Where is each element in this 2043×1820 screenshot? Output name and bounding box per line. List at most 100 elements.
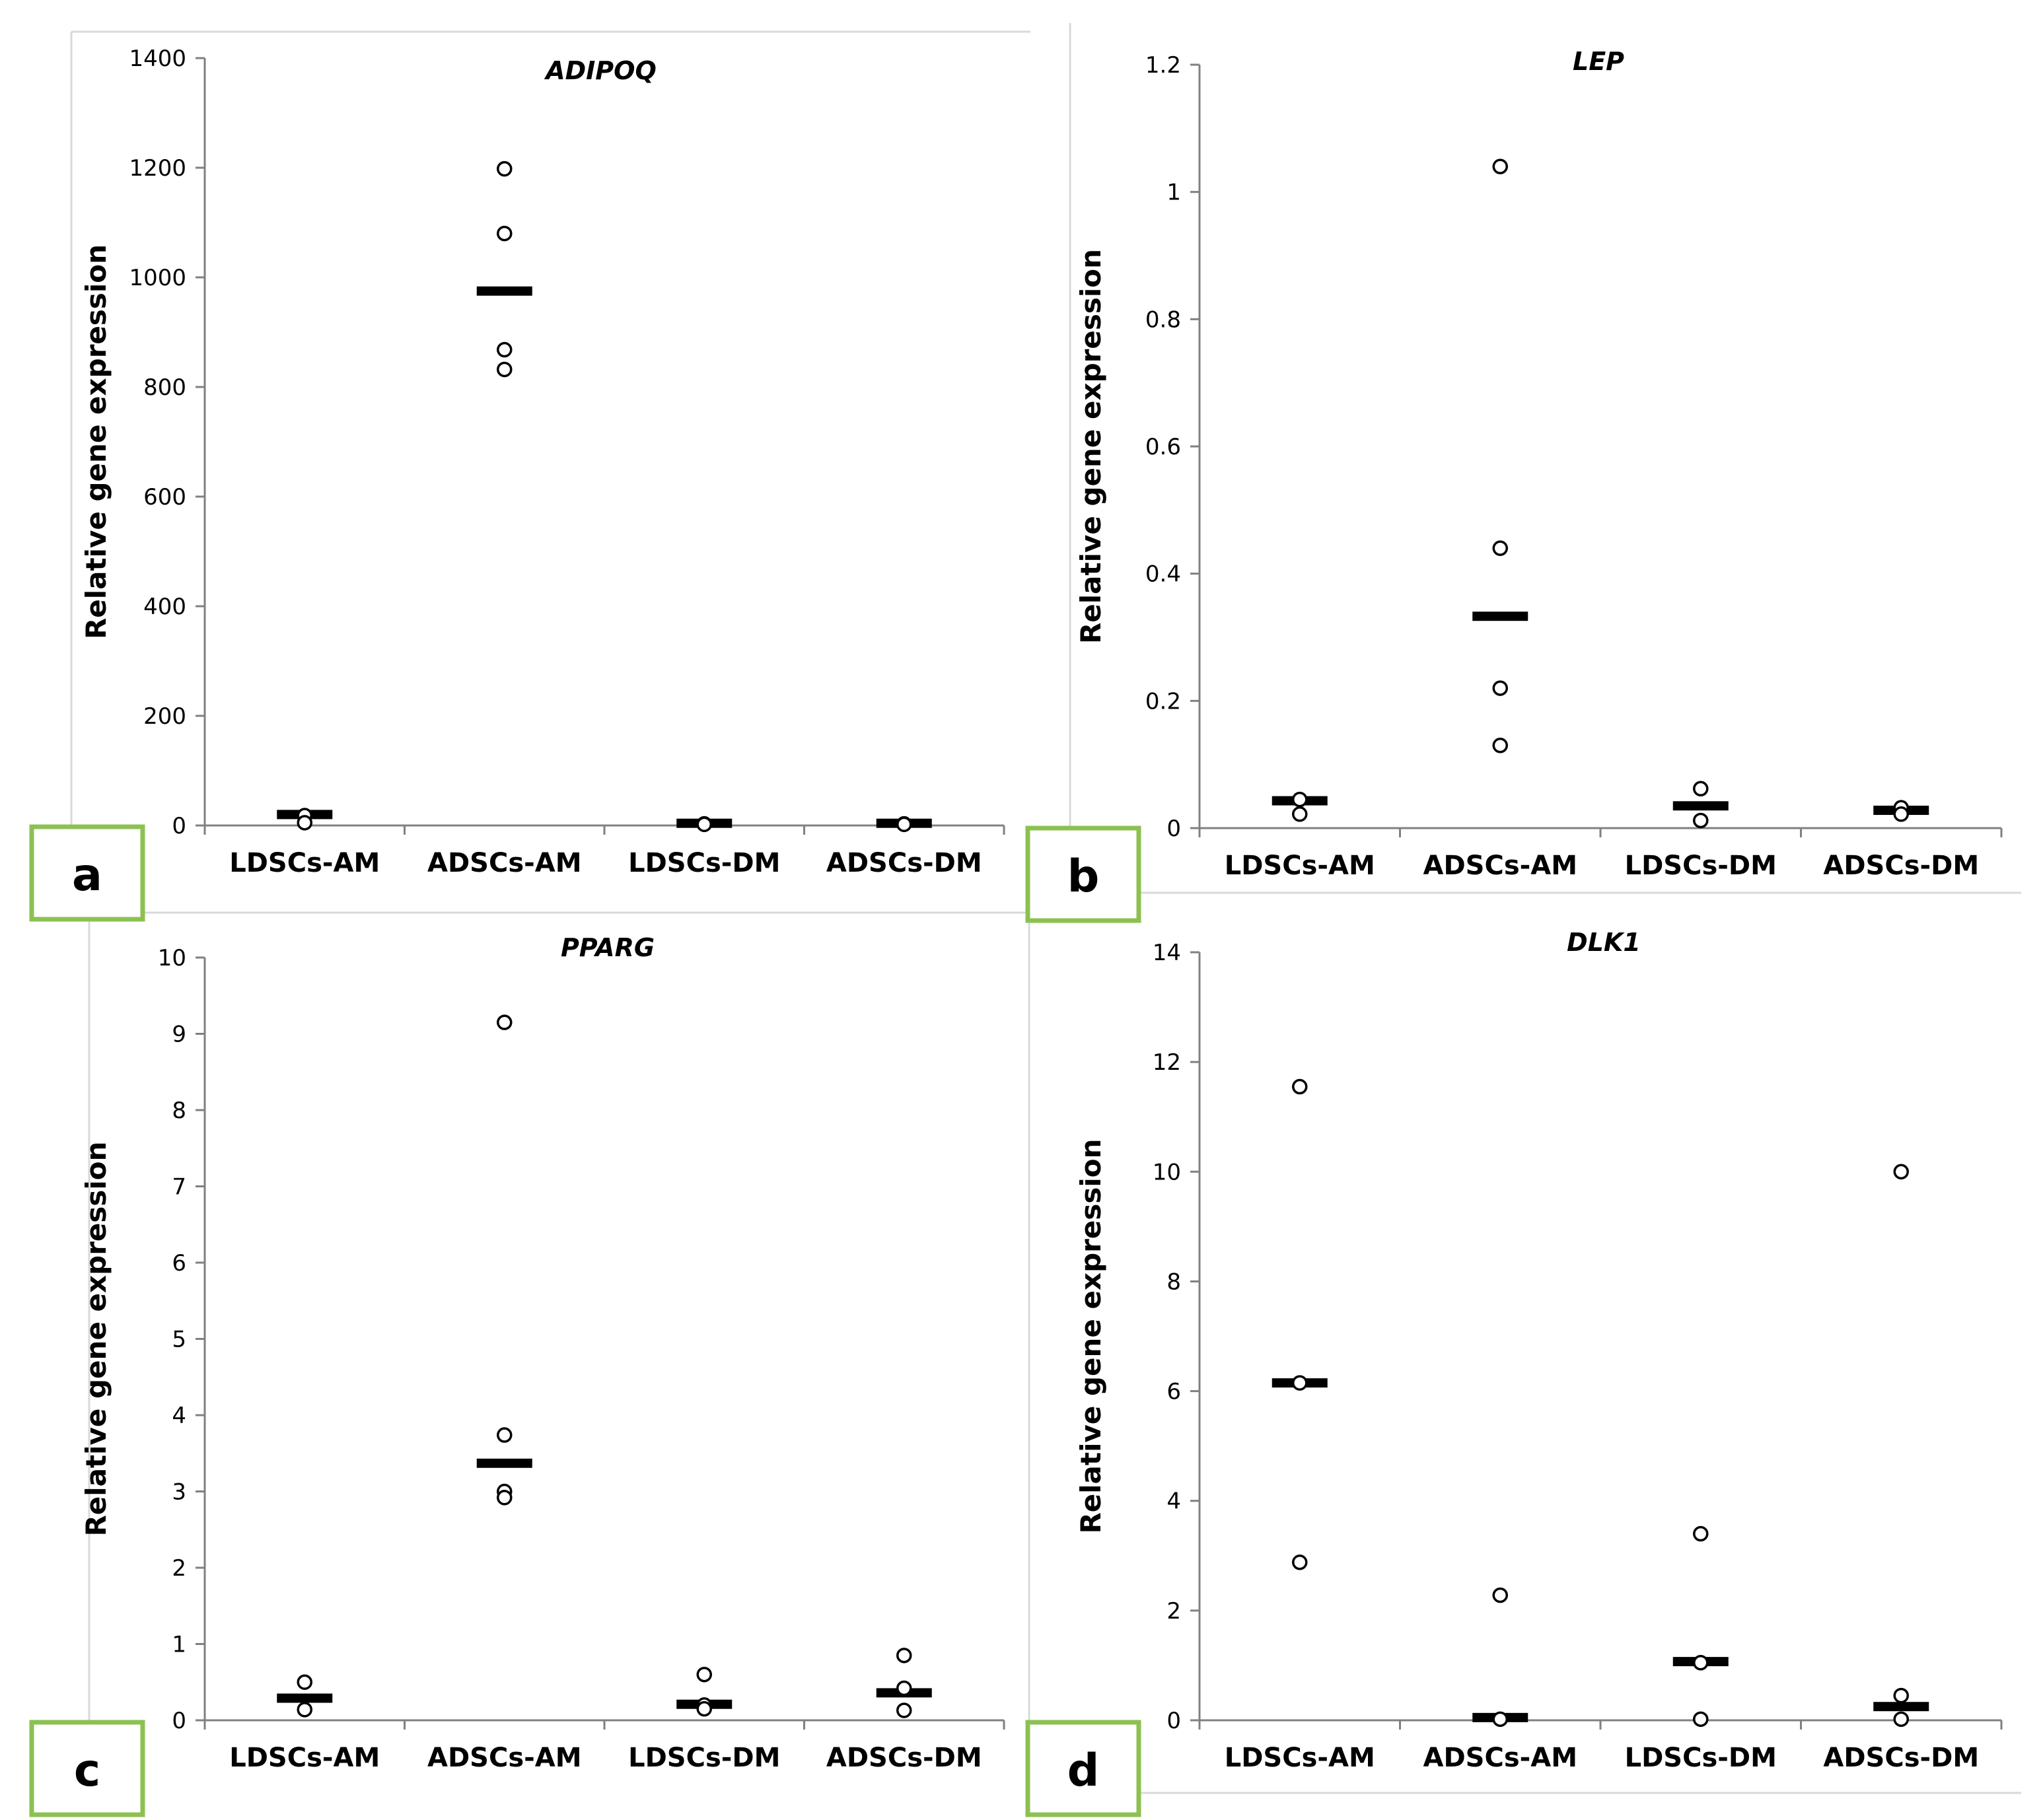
panel-letter: d (1067, 1745, 1100, 1797)
y-tick-label: 6 (1166, 1379, 1181, 1405)
chart-panel-a: 0 200 400 600 800 1000 1200 1400 LDSCs-AM ADSCs-A… (80, 46, 1005, 878)
y-tick-label: 1200 (129, 155, 186, 182)
y-tick-label: 0 (1166, 816, 1181, 842)
data-point (1893, 1687, 1909, 1704)
data-point (297, 815, 312, 831)
y-tick-label: 0.6 (1145, 434, 1181, 460)
chart-panel-b: 0 0.2 0.4 0.6 0.8 1 1.2 LDSCs-AM ADSCs-AM LDSCs-D… (1075, 47, 2003, 881)
x-tick-label: ADSCs-DM (826, 1743, 982, 1773)
x-tick-label: LDSCs-AM (229, 848, 380, 878)
x-tick-label: LDSCs-AM (1225, 1743, 1375, 1773)
data-point (1693, 1655, 1709, 1671)
panel-badge-box (29, 824, 145, 922)
charts-layer: 0 200 4 0 0 600 800 1000 1200 1400 LDSCs-AM ADSCs-A… (80, 46, 2003, 1773)
y-tick-label: 4 (172, 1403, 186, 1429)
data-point (1292, 1555, 1308, 1570)
chart-panel-d: 0 2 4 6 8 10 12 14 LDSCs-AM ADSCs-AM LDSCs-DM ADSCs… (1075, 928, 2003, 1773)
y-tick-label: 800 (143, 374, 186, 401)
chart-title: DLK1 (1567, 928, 1641, 957)
data-point (1492, 680, 1508, 696)
y-tick-label: 0.4 (1145, 561, 1181, 588)
y-tick-label: 8 (172, 1098, 186, 1124)
y-axis-label: Relative gene expression (80, 244, 112, 639)
x-tick-label: LDSCs-DM (1625, 851, 1777, 881)
data-point (1292, 1375, 1308, 1391)
y-tick-label: 14 (1153, 940, 1181, 966)
data-point (896, 816, 912, 833)
y-axis-label: Relative gene expression (1075, 249, 1107, 644)
data-point (1492, 1587, 1508, 1603)
y-axis-label: Relative gene expression (1075, 1138, 1107, 1533)
y-tick-label: 4 (1166, 1488, 1181, 1515)
y-tick-label: 6 (172, 1250, 186, 1277)
panel-badge-box (1025, 825, 1141, 923)
x-tick-label: LDSCs-AM (1225, 851, 1375, 881)
y-tick-label: 2 (172, 1555, 186, 1582)
data-point (497, 225, 513, 242)
median-bar (1672, 801, 1729, 811)
x-tick-label: LDSCs-DM (628, 848, 780, 878)
x-tick-label: LDSCs-AM (229, 1743, 380, 1773)
data-point (1492, 158, 1508, 174)
data-point (497, 160, 513, 177)
y-tick-label: 1.2 (1145, 52, 1181, 79)
data-point (497, 1014, 513, 1030)
data-point (1693, 781, 1709, 797)
x-tick-label: ADSCs-AM (427, 848, 582, 878)
y-tick-label: 5 (172, 1327, 186, 1353)
y-tick-label: 7 (172, 1174, 186, 1201)
y-tick-label: 200 (143, 703, 186, 730)
y-axis-label: Relative gene expression (80, 1141, 112, 1536)
data-point (497, 1489, 513, 1506)
y-tick-label: 1400 (129, 46, 186, 72)
x-tick-label: ADSCs-DM (1823, 1743, 1979, 1773)
data-point (497, 361, 513, 378)
data-point (896, 1702, 912, 1718)
y-tick-label: 1000 (129, 265, 186, 291)
data-point (1893, 1711, 1909, 1728)
x-tick-label: ADSCs-DM (826, 848, 982, 878)
x-tick-label: ADSCs-AM (1423, 1743, 1578, 1773)
data-point (896, 1680, 912, 1697)
panel-badge-box (29, 1720, 145, 1817)
data-point (1693, 1711, 1709, 1728)
data-point (1492, 738, 1508, 753)
data-point (1693, 1525, 1709, 1542)
data-point (696, 816, 712, 833)
data-point (497, 341, 513, 358)
median-bar (1873, 1702, 1929, 1712)
panel-badge-a: a (29, 824, 145, 922)
data-point (1693, 812, 1709, 829)
y-tick-label: 1 (172, 1632, 186, 1658)
data-point (696, 1700, 712, 1717)
y-tick-label: 10 (158, 945, 186, 971)
y-tick-label: 8 (1166, 1269, 1181, 1295)
x-tick-label: LDSCs-DM (1625, 1743, 1777, 1773)
y-tick-label: 9 (172, 1022, 186, 1048)
y-tick-label: 0 (1166, 1708, 1181, 1734)
data-point (896, 1648, 912, 1663)
panel-letter: b (1067, 851, 1100, 903)
panel-badges-layer: a b c d (29, 824, 1141, 1817)
panel-letter: c (74, 1745, 100, 1797)
panel-letter: a (72, 849, 102, 901)
y-tick-label: 0 (172, 813, 186, 839)
y-tick-label: 1 (1166, 180, 1181, 206)
x-tick-label: ADSCs-AM (427, 1743, 582, 1773)
panel-badge-b: b (1025, 825, 1141, 923)
data-point (297, 1674, 312, 1690)
median-bar (476, 286, 532, 296)
chart-title: ADIPOQ (544, 56, 657, 85)
data-point (1292, 791, 1308, 808)
y-tick-label: 600 (143, 484, 186, 510)
data-point (497, 1427, 513, 1443)
x-tick-label: LDSCs-DM (628, 1743, 780, 1773)
chart-title: PPARG (561, 933, 655, 962)
y-tick-label: 0 (172, 1708, 186, 1734)
y-tick-label: 12 (1153, 1049, 1181, 1076)
panel-frames (70, 23, 2021, 1794)
data-point (1292, 806, 1308, 822)
y-tick-label: 3 (172, 1479, 186, 1506)
y-tick-label: 2 (1166, 1598, 1181, 1625)
